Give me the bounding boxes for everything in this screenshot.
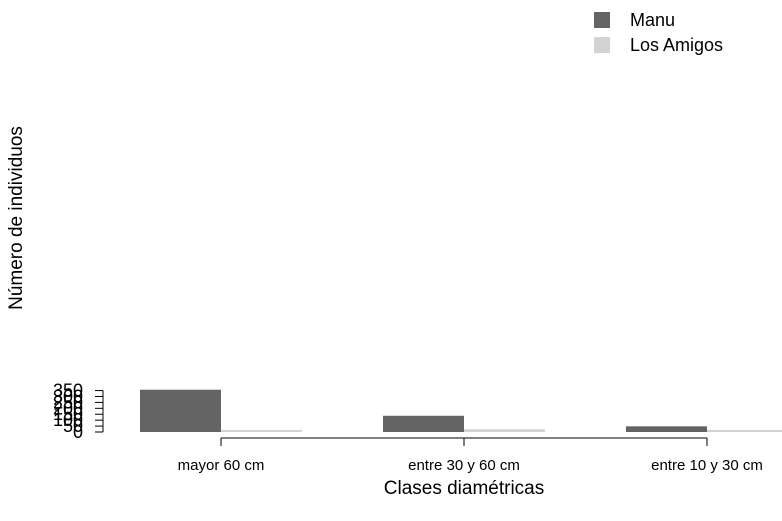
bar [464,429,545,432]
y-tick-label: 250 [53,392,83,412]
x-axis-title: Clases diamétricas [384,478,545,499]
y-tick-label: 150 [53,404,83,424]
legend-swatch [594,12,610,28]
bar [626,426,707,432]
bar [383,415,464,432]
y-tick-label: 350 [53,381,83,401]
bars [140,389,782,432]
y-tick-label: 0 [73,422,83,442]
x-tick-label: entre 30 y 60 cm [408,457,520,474]
legend: Manu Los Amigos [594,10,723,55]
y-tick-label: 100 [53,410,83,430]
legend-label: Manu [630,10,675,30]
x-tick-label: mayor 60 cm [178,457,265,474]
bar [221,429,302,432]
y-tick-label: 200 [53,398,83,418]
x-axis: mayor 60 cm entre 30 y 60 cm entre 10 y 30… [178,437,763,474]
bar [140,389,221,432]
x-tick-label: entre 10 y 30 cm [651,457,763,474]
legend-label: Los Amigos [630,35,723,55]
legend-swatch [594,37,610,53]
bar [707,429,782,432]
y-axis-title: Número de individuos [6,126,27,310]
y-tick-label: 300 [53,386,83,406]
y-tick-label: 50 [63,416,83,436]
